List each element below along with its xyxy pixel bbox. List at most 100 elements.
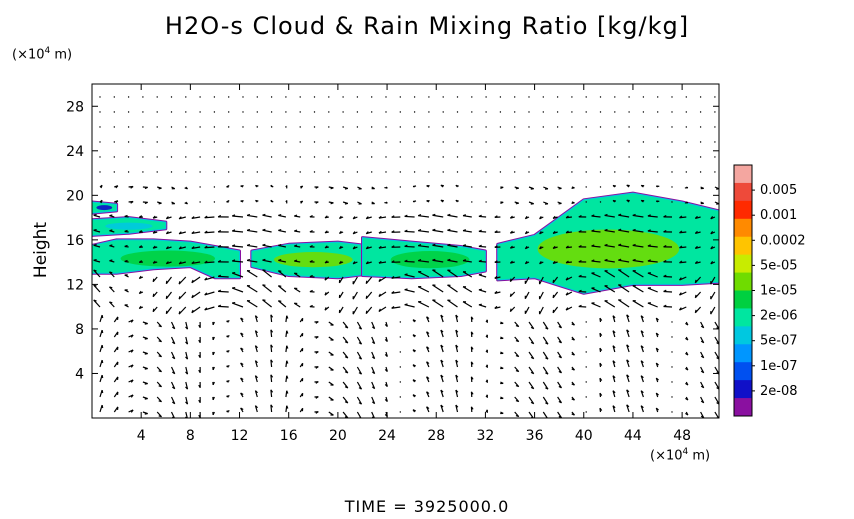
wind-vector <box>528 366 535 375</box>
wind-vector <box>324 276 330 281</box>
wind-vector <box>585 411 587 413</box>
wind-vector <box>618 258 630 263</box>
wind-vector <box>471 171 473 173</box>
wind-vector <box>299 111 301 113</box>
wind-vector <box>191 291 201 299</box>
wind-vector <box>371 141 373 143</box>
wind-vector <box>552 260 558 265</box>
wind-vector <box>455 404 459 413</box>
wind-vector <box>628 111 630 113</box>
wind-vector <box>663 214 673 218</box>
wind-vector <box>270 171 273 173</box>
wind-vector <box>399 186 401 188</box>
wind-vector <box>378 260 387 264</box>
wind-vector <box>642 96 645 98</box>
wind-vector <box>578 244 587 248</box>
wind-vector <box>99 156 101 158</box>
wind-vector <box>440 199 444 203</box>
wind-vector <box>240 347 244 353</box>
wind-vector <box>685 351 689 356</box>
colorbar-label: 5e-05 <box>760 258 798 273</box>
x-tick-label: 8 <box>186 428 195 444</box>
wind-vector <box>242 171 244 173</box>
wind-vector <box>328 171 330 173</box>
wind-vector <box>299 96 301 98</box>
wind-vector <box>685 381 689 386</box>
wind-vector <box>626 314 630 323</box>
wind-vector <box>499 111 502 113</box>
cloud-core <box>105 222 153 230</box>
wind-vector <box>485 334 488 338</box>
wind-vector <box>391 260 401 263</box>
wind-vector <box>599 407 603 413</box>
wind-vector <box>198 381 201 389</box>
wind-vector <box>679 215 687 219</box>
wind-vector <box>109 244 115 248</box>
wind-vector <box>671 381 673 383</box>
wind-vector <box>413 141 416 143</box>
wind-vector <box>178 291 187 300</box>
wind-vector <box>313 171 316 173</box>
wind-vector <box>585 396 587 398</box>
wind-vector <box>204 276 215 281</box>
wind-vector <box>124 214 129 218</box>
wind-vector <box>655 332 659 338</box>
wind-vector <box>391 215 401 218</box>
wind-vector <box>285 345 289 353</box>
wind-vector <box>417 270 430 278</box>
wind-vector <box>671 396 673 398</box>
wind-vector <box>399 366 401 368</box>
wind-vector <box>240 362 244 368</box>
wind-vector <box>647 272 658 278</box>
wind-vector <box>456 141 459 143</box>
wind-vector <box>171 186 176 190</box>
wind-vector <box>412 349 416 353</box>
wind-vector <box>612 375 616 383</box>
wind-vector <box>356 111 359 113</box>
wind-vector <box>710 261 716 265</box>
wind-vector <box>478 214 487 218</box>
wind-vector <box>471 141 473 143</box>
wind-vector <box>494 260 501 263</box>
wind-vector <box>556 171 559 173</box>
wind-vector <box>542 171 544 173</box>
wind-vector <box>514 126 516 128</box>
wind-vector <box>185 351 189 360</box>
wind-vector <box>178 246 186 250</box>
wind-vector <box>156 411 162 418</box>
wind-vector <box>500 336 504 340</box>
wind-vector <box>663 289 673 293</box>
wind-vector <box>514 396 520 403</box>
wind-vector <box>217 289 229 293</box>
wind-vector <box>399 156 401 158</box>
wind-vector <box>399 381 401 383</box>
wind-vector <box>462 286 473 293</box>
wind-vector <box>514 156 516 158</box>
wind-vector <box>455 184 459 188</box>
wind-vector <box>246 213 258 218</box>
wind-vector <box>404 244 415 248</box>
wind-vector <box>342 201 349 205</box>
wind-vector <box>356 351 363 360</box>
wind-vector <box>640 360 644 368</box>
wind-vector <box>514 141 516 143</box>
wind-vector <box>124 229 129 233</box>
wind-vector <box>328 201 334 205</box>
wind-vector <box>585 111 587 113</box>
wind-vector <box>699 171 702 173</box>
wind-vector <box>99 374 104 383</box>
wind-vector <box>552 276 559 284</box>
wind-vector <box>571 351 575 356</box>
wind-vector <box>485 394 488 398</box>
wind-vector <box>371 321 376 330</box>
wind-vector <box>254 375 258 383</box>
wind-vector <box>478 288 487 293</box>
wind-vector <box>212 366 215 371</box>
wind-vector <box>399 321 401 323</box>
wind-vector <box>591 272 601 278</box>
wind-vector <box>684 186 689 189</box>
wind-vector <box>612 405 616 413</box>
wind-vector <box>585 366 587 368</box>
wind-vector <box>309 229 315 233</box>
wind-vector <box>565 245 572 249</box>
